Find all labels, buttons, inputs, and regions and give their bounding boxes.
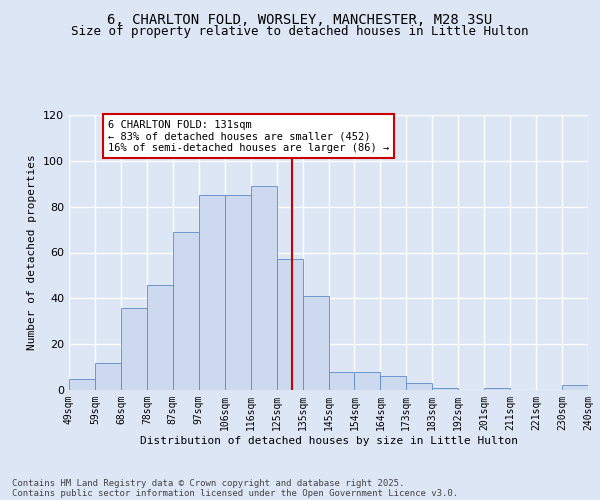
Text: Contains HM Land Registry data © Crown copyright and database right 2025.: Contains HM Land Registry data © Crown c… [12,478,404,488]
Y-axis label: Number of detached properties: Number of detached properties [28,154,37,350]
Bar [173,232,199,390]
Text: 6, CHARLTON FOLD, WORSLEY, MANCHESTER, M28 3SU: 6, CHARLTON FOLD, WORSLEY, MANCHESTER, M… [107,12,493,26]
Bar [69,378,95,390]
Bar [199,195,224,390]
Bar [380,376,406,390]
Bar [251,186,277,390]
Bar [147,284,173,390]
Text: Size of property relative to detached houses in Little Hulton: Size of property relative to detached ho… [71,25,529,38]
Bar [225,195,251,390]
Bar [95,362,121,390]
Text: Contains public sector information licensed under the Open Government Licence v3: Contains public sector information licen… [12,488,458,498]
Bar [277,260,302,390]
Bar [562,386,588,390]
Text: 6 CHARLTON FOLD: 131sqm
← 83% of detached houses are smaller (452)
16% of semi-d: 6 CHARLTON FOLD: 131sqm ← 83% of detache… [108,120,389,153]
Bar [433,388,458,390]
Bar [484,388,510,390]
X-axis label: Distribution of detached houses by size in Little Hulton: Distribution of detached houses by size … [139,436,517,446]
Bar [329,372,355,390]
Bar [406,383,432,390]
Bar [302,296,329,390]
Bar [355,372,380,390]
Bar [121,308,147,390]
